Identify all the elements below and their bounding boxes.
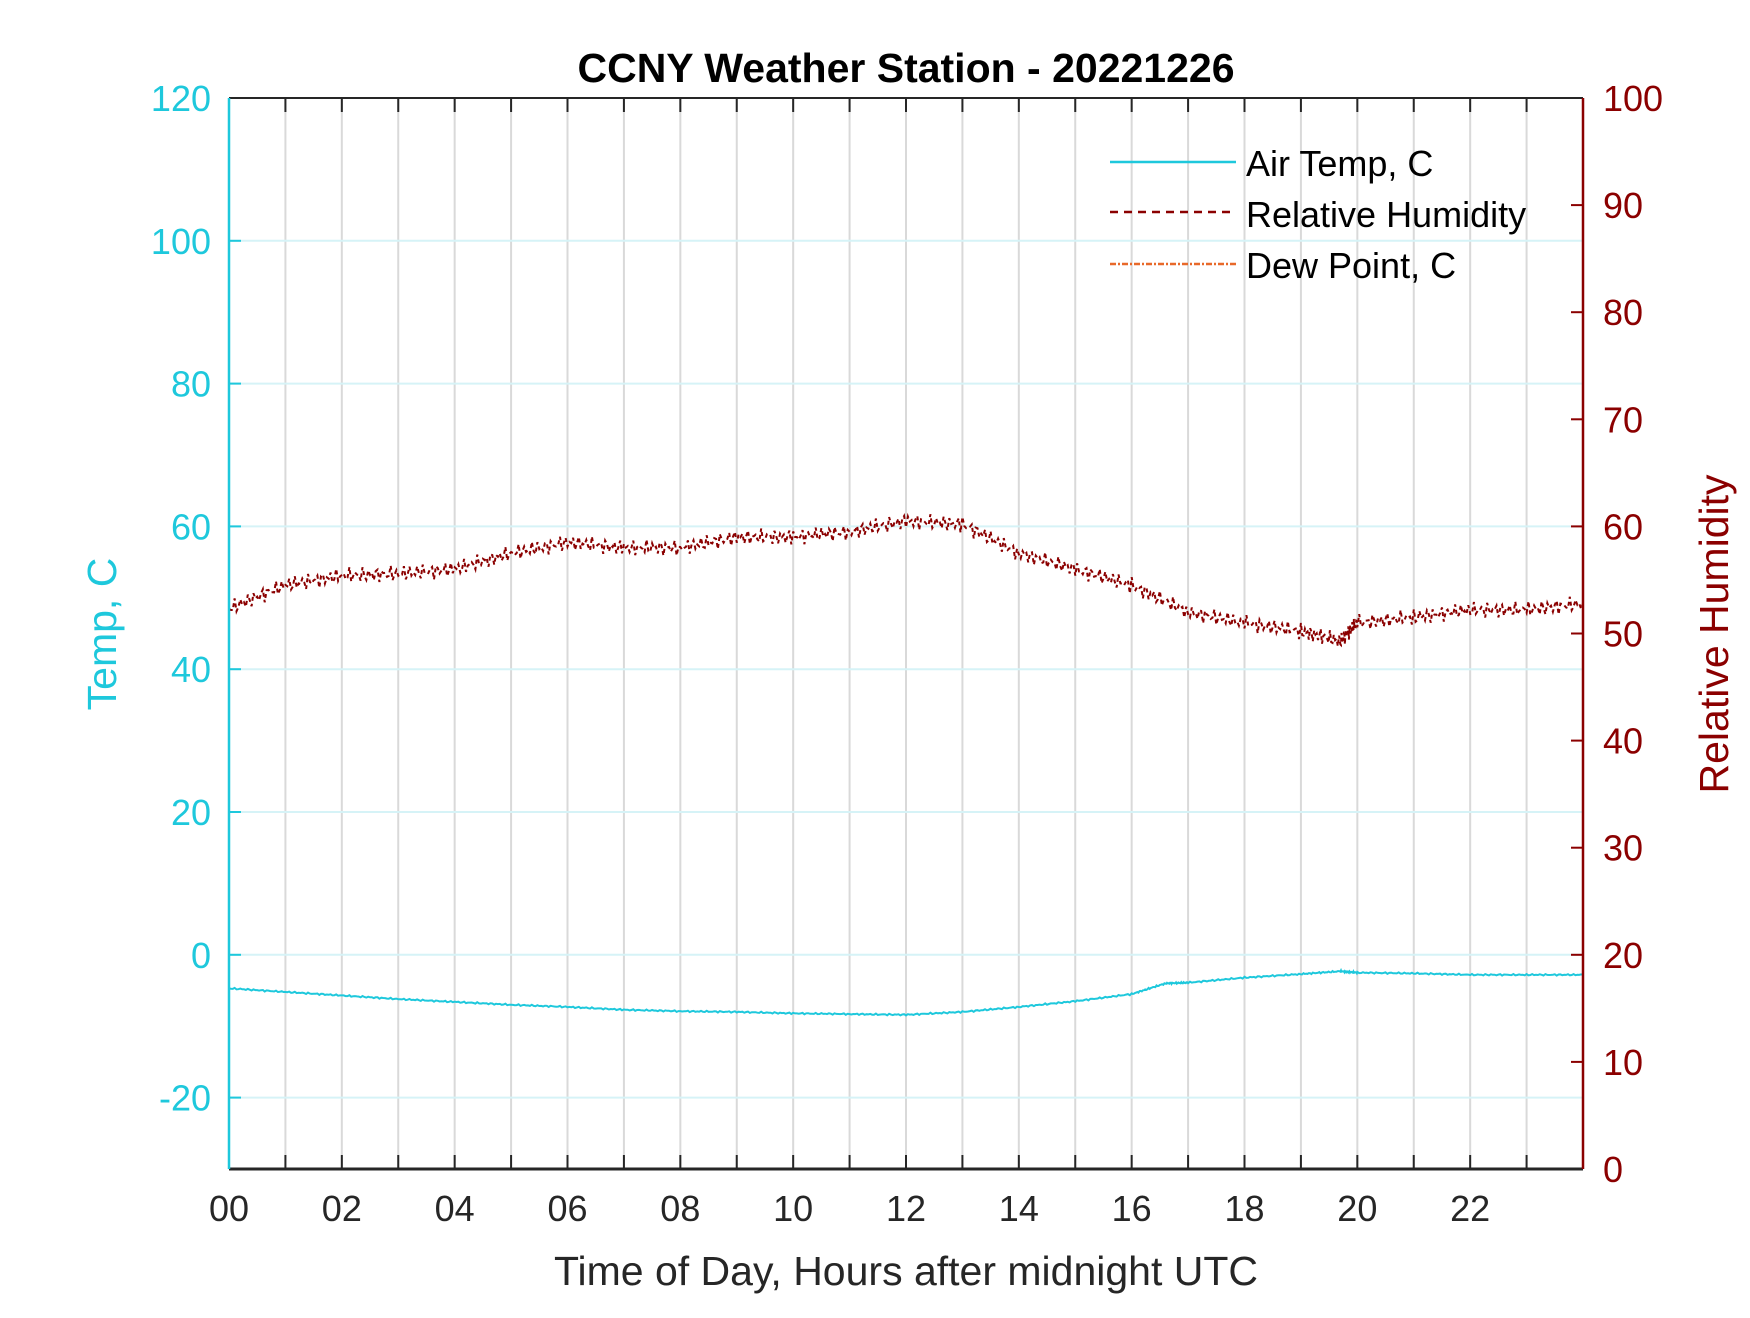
chart-title: CCNY Weather Station - 20221226 [577, 45, 1234, 91]
y-left-tick-label: -20 [159, 1078, 211, 1119]
y-axis-label-left: Temp, C [79, 558, 125, 711]
y-right-tick-label: 10 [1603, 1042, 1643, 1083]
x-tick-label: 06 [547, 1188, 587, 1229]
axes: -200204060801001200102030405060708090100… [151, 78, 1663, 1229]
y-right-tick-label: 50 [1603, 614, 1643, 655]
legend-label-dew-point: Dew Point, C [1246, 245, 1456, 286]
y-left-tick-label: 100 [151, 221, 211, 262]
y-left-tick-label: 60 [171, 506, 211, 547]
y-right-tick-label: 100 [1603, 78, 1663, 119]
y-right-tick-label: 40 [1603, 721, 1643, 762]
x-tick-label: 14 [999, 1188, 1039, 1229]
x-tick-label: 08 [660, 1188, 700, 1229]
y-axis-label-right: Relative Humidity [1691, 474, 1737, 793]
relative-humidity-line [228, 512, 1584, 648]
y-right-tick-label: 70 [1603, 399, 1643, 440]
x-tick-label: 10 [773, 1188, 813, 1229]
y-right-tick-label: 20 [1603, 935, 1643, 976]
x-tick-label: 02 [322, 1188, 362, 1229]
y-right-tick-label: 80 [1603, 292, 1643, 333]
y-left-tick-label: 0 [191, 935, 211, 976]
legend: Air Temp, C Relative Humidity Dew Point,… [1110, 143, 1526, 286]
legend-label-rh: Relative Humidity [1246, 194, 1526, 235]
y-right-tick-label: 30 [1603, 828, 1643, 869]
x-tick-label: 04 [435, 1188, 475, 1229]
y-left-tick-label: 40 [171, 649, 211, 690]
air-temp-line [228, 967, 1584, 1017]
y-left-tick-label: 20 [171, 792, 211, 833]
y-right-tick-label: 90 [1603, 185, 1643, 226]
x-tick-label: 20 [1337, 1188, 1377, 1229]
y-left-tick-label: 80 [171, 364, 211, 405]
y-right-tick-label: 60 [1603, 506, 1643, 547]
x-axis-label: Time of Day, Hours after midnight UTC [554, 1248, 1258, 1294]
x-tick-label: 22 [1450, 1188, 1490, 1229]
x-tick-label: 00 [209, 1188, 249, 1229]
x-tick-label: 12 [886, 1188, 926, 1229]
y-left-tick-label: 120 [151, 78, 211, 119]
series-layer [228, 512, 1584, 1017]
x-tick-label: 16 [1112, 1188, 1152, 1229]
x-tick-label: 18 [1224, 1188, 1264, 1229]
legend-label-air-temp: Air Temp, C [1246, 143, 1433, 184]
y-right-tick-label: 0 [1603, 1149, 1623, 1190]
